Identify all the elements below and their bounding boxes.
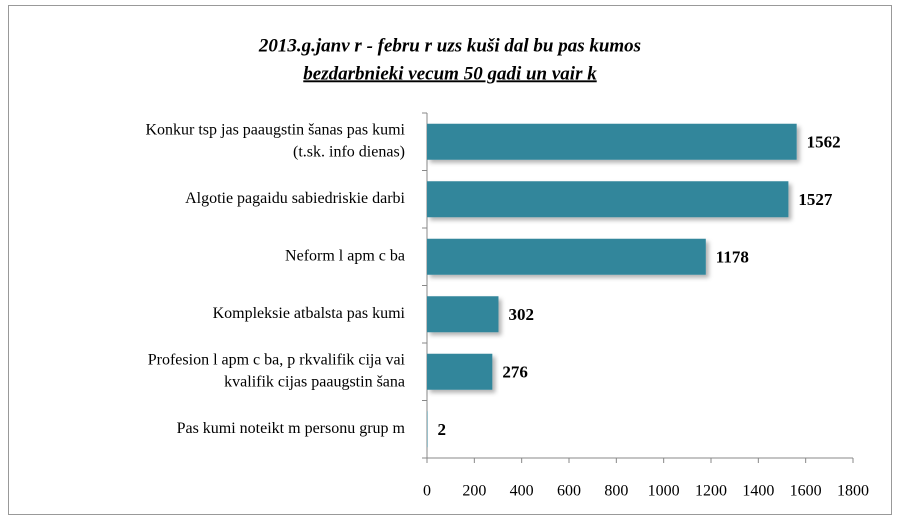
value-label: 276 (502, 363, 528, 382)
x-tick-label: 1400 (742, 483, 774, 500)
bar (427, 181, 789, 218)
x-tick-label: 0 (423, 483, 431, 500)
value-label: 1527 (798, 190, 833, 209)
chart-title: bezdarbnieki vecum 50 gadi un vair k (303, 63, 597, 84)
category-label: Profesion l apm c ba, p rkvalifik cija v… (148, 351, 406, 368)
category-label: Algotie pagaidu sabiedriskie darbi (185, 190, 405, 207)
category-label: kvalifik cijas paaugstin šana (224, 373, 405, 390)
value-label: 302 (508, 305, 534, 324)
x-tick-label: 1000 (648, 483, 680, 500)
x-tick-label: 600 (557, 483, 581, 500)
bar (427, 296, 499, 333)
x-tick-label: 1200 (695, 483, 727, 500)
chart-title: 2013.g.janv r - febru r uzs kuši dal bu … (258, 35, 641, 56)
category-label: (t.sk. info dienas) (293, 143, 405, 160)
bar (427, 238, 706, 275)
bar (427, 123, 797, 160)
x-tick-label: 400 (510, 483, 534, 500)
category-label: Neform l apm c ba (285, 247, 405, 264)
x-tick-label: 1600 (790, 483, 822, 500)
x-tick-label: 1800 (837, 483, 869, 500)
x-tick-label: 800 (604, 483, 628, 500)
bar (427, 353, 493, 390)
value-label: 1562 (807, 133, 841, 152)
category-label: Konkur tsp jas paaugstin šanas pas kumi (145, 121, 405, 138)
value-label: 2 (437, 420, 446, 439)
category-label: Kompleksie atbalsta pas kumi (213, 305, 406, 322)
category-label: Pas kumi noteikt m personu grup m (177, 420, 406, 437)
x-tick-label: 200 (462, 483, 486, 500)
value-label: 1178 (716, 248, 749, 267)
